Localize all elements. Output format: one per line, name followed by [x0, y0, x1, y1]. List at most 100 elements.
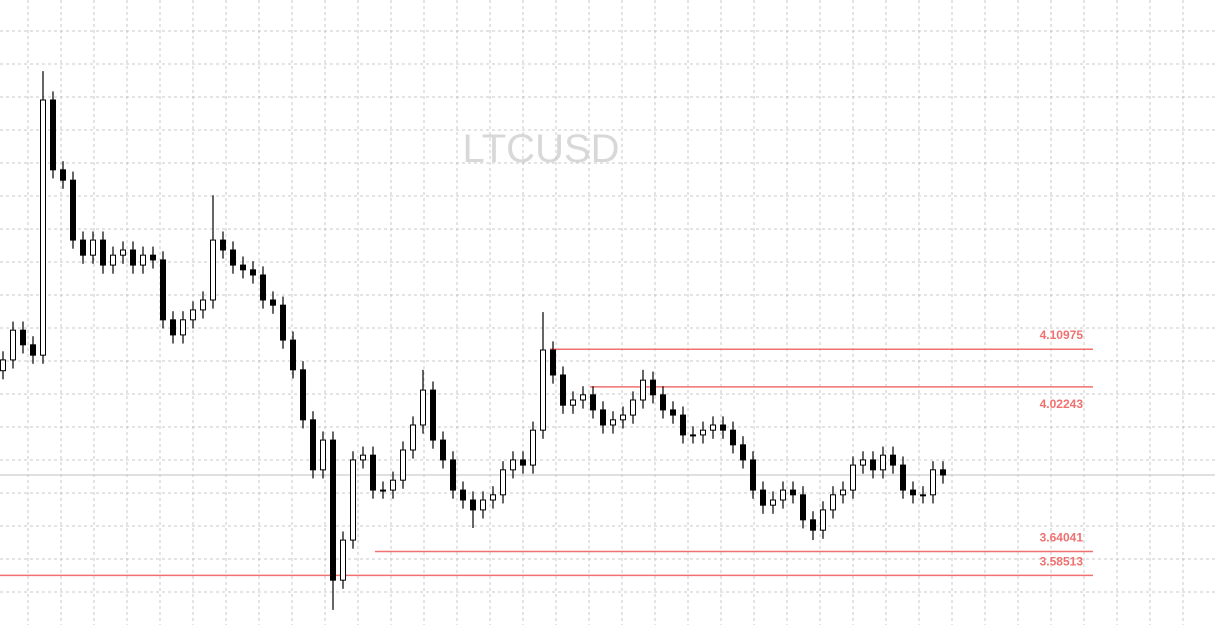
candle-body [90, 239, 96, 256]
candle-body [660, 394, 666, 411]
candle-body [400, 449, 406, 481]
candle-body [470, 499, 476, 511]
candle-body [420, 389, 426, 426]
candle-body [550, 349, 556, 376]
candle-body [630, 399, 636, 416]
candle-body [40, 99, 46, 356]
candle-body [250, 269, 256, 276]
level-label: 4.02243 [1040, 397, 1084, 411]
candle-body [370, 454, 376, 491]
candle-body [320, 439, 326, 471]
candle-body [870, 459, 876, 471]
candle-body [230, 249, 236, 266]
candle-body [350, 459, 356, 541]
candle-body [880, 454, 886, 471]
candle-body [770, 499, 776, 506]
candle-body [10, 329, 16, 361]
candle-body [610, 419, 616, 426]
candle-body [300, 369, 306, 421]
candle-body [930, 469, 936, 496]
candle-body [290, 339, 296, 371]
candle-body [260, 274, 266, 301]
candle-body [170, 319, 176, 336]
candle-body [680, 414, 686, 436]
candle-body [840, 489, 846, 496]
candle-body [50, 99, 56, 171]
candle-body [700, 429, 706, 436]
candle-body [580, 394, 586, 401]
candle-body [890, 454, 896, 466]
candle-body [440, 439, 446, 461]
candle-body [150, 254, 156, 261]
level-label: 3.58513 [1040, 554, 1084, 568]
candle-body [940, 469, 946, 476]
candle-body [410, 424, 416, 451]
candle-body [450, 459, 456, 491]
candle-body [640, 379, 646, 401]
candle-body [140, 254, 146, 266]
candle-body [240, 264, 246, 271]
candle-body [30, 344, 36, 356]
candle-body [910, 489, 916, 496]
candle-body [690, 434, 696, 437]
candle-body [100, 239, 106, 266]
candle-body [530, 429, 536, 466]
candle-body [280, 304, 286, 341]
candle-body [180, 319, 186, 336]
candle-body [710, 424, 716, 431]
candle-body [920, 494, 926, 497]
candle-body [390, 479, 396, 491]
candle-body [900, 464, 906, 491]
candle-body [80, 239, 86, 256]
candle-body [600, 409, 606, 426]
candle-body [780, 489, 786, 501]
candle-body [590, 394, 596, 411]
candle-body [490, 494, 496, 501]
candle-body [850, 464, 856, 491]
candle-body [800, 494, 806, 521]
candle-body [210, 239, 216, 301]
candle-body [740, 444, 746, 461]
candle-body [750, 459, 756, 491]
candle-body [430, 389, 436, 441]
candle-body [130, 249, 136, 266]
candle-body [480, 499, 486, 511]
candle-body [510, 459, 516, 471]
candle-body [200, 299, 206, 311]
candle-body [60, 169, 66, 181]
candle-body [310, 419, 316, 471]
candle-body [500, 469, 506, 496]
candle-body [20, 329, 26, 346]
candle-body [730, 429, 736, 446]
level-label: 3.64041 [1040, 531, 1084, 545]
candle-body [820, 509, 826, 531]
candle-body [810, 519, 816, 531]
candle-body [520, 459, 526, 466]
candle-body [860, 459, 866, 466]
candle-body [340, 539, 346, 581]
candle-body [540, 349, 546, 431]
candle-body [270, 299, 276, 306]
candle-body [380, 489, 386, 492]
watermark-title: LTCUSD [462, 127, 619, 171]
candle-body [720, 424, 726, 431]
candle-body [220, 239, 226, 251]
candle-body [650, 379, 656, 396]
candle-body [670, 409, 676, 416]
candle-body [0, 359, 6, 372]
candle-body [190, 309, 196, 321]
candle-body [120, 249, 126, 256]
candle-body [460, 489, 466, 501]
candle-body [620, 414, 626, 421]
level-label: 4.10975 [1040, 328, 1084, 342]
candle-body [330, 439, 336, 581]
candle-body [360, 454, 366, 461]
candle-body [570, 399, 576, 406]
candle-body [830, 494, 836, 511]
candle-body [760, 489, 766, 506]
candle-body [560, 374, 566, 406]
candle-body [110, 254, 116, 266]
candle-body [160, 259, 166, 321]
